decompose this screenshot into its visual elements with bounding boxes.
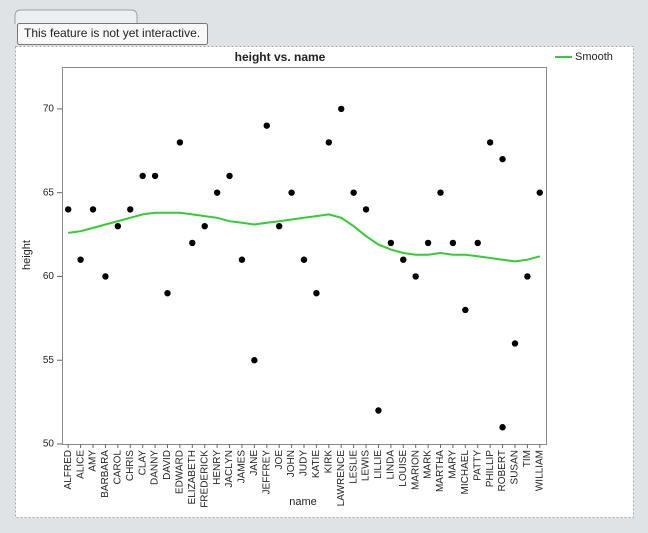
data-point [238, 256, 246, 263]
x-tick-label: AMY [88, 450, 99, 472]
data-point [350, 189, 357, 196]
data-point [511, 340, 519, 347]
x-axis-label: name [289, 496, 317, 508]
x-tick-label: ELIZABETH [187, 450, 198, 504]
x-tick-label: LINDA [386, 450, 397, 480]
data-point [387, 239, 395, 247]
x-tick-label: MARTHA [435, 450, 446, 492]
x-tick-label: JACLYN [224, 450, 235, 488]
x-tick-label: MARION [410, 450, 421, 490]
data-point [201, 222, 208, 230]
x-tick-label: LEWIS [361, 450, 372, 481]
y-tick-label: 65 [43, 187, 55, 198]
data-point [251, 357, 258, 364]
data-point [176, 139, 184, 146]
data-point [325, 139, 333, 146]
y-tick-label: 70 [43, 104, 55, 115]
data-point [139, 172, 146, 180]
data-point [338, 105, 345, 113]
data-point [102, 273, 109, 280]
x-tick-label: ALICE [75, 450, 86, 479]
data-point [486, 139, 494, 146]
data-point [275, 222, 283, 230]
data-point [474, 239, 481, 247]
x-tick-label: DAVID [162, 450, 173, 480]
data-point [499, 155, 506, 163]
x-tick-label: SUSAN [510, 450, 521, 484]
data-point [89, 206, 97, 213]
data-point [189, 239, 196, 247]
x-tick-label: LILLIE [373, 450, 384, 479]
x-tick-label: KIRK [323, 450, 334, 474]
x-tick-label: JANE [249, 450, 260, 476]
x-tick-label: JOHN [286, 450, 297, 477]
data-point [499, 424, 506, 431]
data-point [449, 239, 457, 247]
legend-label: Smooth [575, 51, 613, 63]
y-tick-label: 60 [43, 271, 55, 282]
x-tick-label: MICHAEL [460, 450, 471, 495]
data-point [77, 256, 84, 263]
tooltip-text: This feature is not yet interactive. [24, 26, 200, 40]
data-point [424, 239, 432, 247]
data-point [462, 306, 469, 314]
x-tick-label: KATIE [311, 450, 322, 478]
x-tick-label: BARBARA [100, 450, 111, 498]
data-point [524, 273, 531, 280]
x-tick-label: TIM [522, 450, 533, 467]
x-tick-label: JEFFREY [261, 450, 272, 495]
x-tick-label: ROBERT [497, 450, 508, 492]
x-tick-label: LESLIE [348, 450, 359, 484]
x-tick-label: LOUISE [398, 450, 409, 487]
data-point [213, 189, 221, 196]
x-tick-label: LAWRENCE [336, 450, 347, 507]
data-point [375, 407, 382, 414]
x-tick-label: PATTY [472, 450, 483, 481]
y-tick-label: 50 [43, 439, 55, 450]
y-tick-label: 55 [43, 355, 55, 366]
x-tick-label: ALFRED [63, 450, 74, 489]
data-point [412, 273, 419, 280]
x-tick-label: PHILLIP [485, 450, 496, 488]
data-point [65, 206, 72, 213]
data-point [437, 189, 444, 196]
x-tick-label: FREDERICK [199, 450, 210, 508]
x-tick-label: CLAY [137, 450, 148, 476]
data-point [127, 206, 134, 213]
x-tick-label: WILLIAM [534, 450, 545, 491]
report-panel [15, 46, 634, 518]
y-axis-label: height [21, 240, 33, 270]
x-tick-label: JUDY [299, 450, 310, 476]
tab [14, 9, 138, 24]
data-point [362, 206, 370, 213]
data-point [536, 189, 543, 196]
x-tick-label: JOE [274, 450, 285, 470]
data-point [400, 256, 407, 263]
data-point [164, 290, 171, 297]
data-point [300, 256, 308, 263]
data-point [114, 222, 122, 230]
data-point [263, 122, 270, 129]
x-tick-label: MARK [423, 450, 434, 479]
data-point [226, 172, 233, 180]
data-point [313, 290, 320, 297]
data-point [288, 189, 295, 196]
x-tick-label: DANNY [150, 450, 161, 485]
tooltip [17, 23, 208, 45]
x-tick-label: EDWARD [175, 450, 186, 494]
x-tick-label: CHRIS [125, 450, 136, 481]
x-tick-label: MARY [448, 450, 459, 479]
x-tick-label: CAROL [112, 450, 123, 485]
smooth-line [68, 211, 541, 263]
x-tick-label: HENRY [212, 450, 223, 485]
x-tick-label: JAMES [237, 450, 248, 484]
chart-title: height vs. name [235, 50, 326, 64]
data-point [151, 172, 159, 180]
